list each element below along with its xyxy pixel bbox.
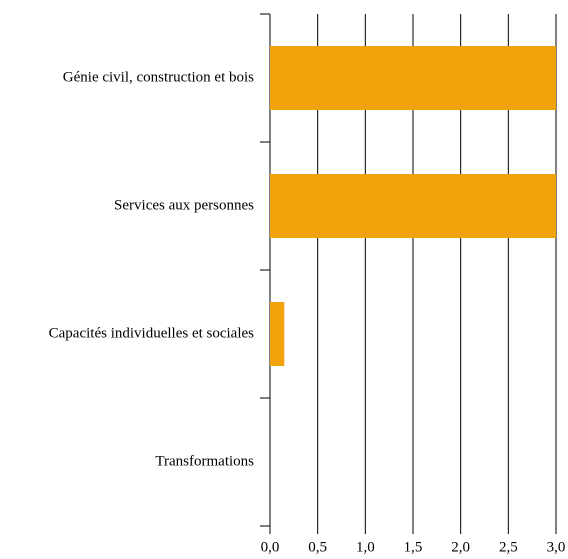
x-tick-label: 2,0 (451, 539, 470, 555)
y-tick-label: Génie civil, construction et bois (63, 69, 254, 85)
y-tick-label: Capacités individuelles et sociales (49, 325, 255, 341)
x-tick-label: 1,0 (356, 539, 375, 555)
x-tick-label: 2,5 (499, 539, 518, 555)
bar (270, 174, 556, 238)
bar (270, 302, 285, 366)
x-tick-label: 1,5 (404, 539, 423, 555)
y-tick-label: Transformations (155, 453, 254, 469)
y-tick-label: Services aux personnes (114, 197, 254, 213)
x-tick-label: 0,5 (308, 539, 327, 555)
x-tick-label: 3,0 (547, 539, 566, 555)
x-tick-label: 0,0 (261, 539, 280, 555)
bar (270, 46, 556, 110)
